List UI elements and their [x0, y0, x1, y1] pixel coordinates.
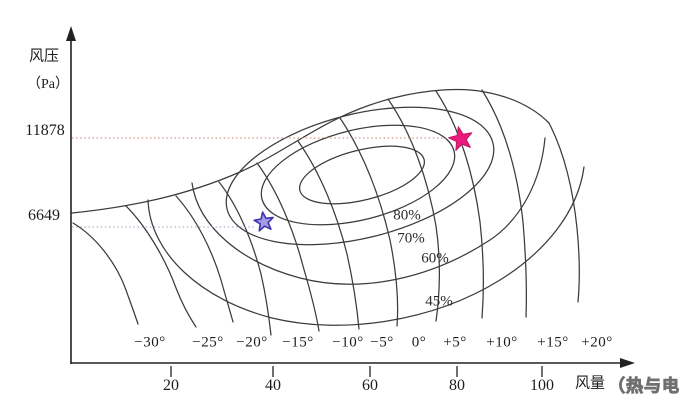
envelope-curve: [71, 88, 550, 214]
operating-point-star-magenta: [448, 126, 473, 151]
blade-angle-curve-0: [339, 117, 399, 327]
x-axis-arrow-icon: [620, 358, 635, 368]
blade-angle-curve-m5: [297, 140, 360, 330]
blade-angle-curve-p15: [481, 89, 527, 318]
operating-point-star-blue: [253, 211, 274, 232]
blade-angle-curve-m25: [125, 205, 197, 328]
blade-angle-curve-p20: [548, 122, 581, 303]
y-axis-arrow-icon: [66, 26, 76, 41]
blade-angle-curve-p10: [435, 90, 484, 319]
efficiency-contour-70: [225, 106, 495, 246]
efficiency-contour-60: [191, 137, 546, 285]
blade-angle-curve-p5: [387, 98, 440, 322]
blade-angle-curve-m30: [72, 222, 139, 325]
efficiency-contour-80: [260, 124, 456, 226]
blade-angle-curve-m15: [218, 181, 272, 336]
blade-angle-curve-m10: [256, 162, 320, 332]
blade-angle-curve-m20: [175, 195, 234, 323]
efficiency-contour-inner: [298, 145, 426, 205]
efficiency-contour-45: [147, 166, 585, 326]
